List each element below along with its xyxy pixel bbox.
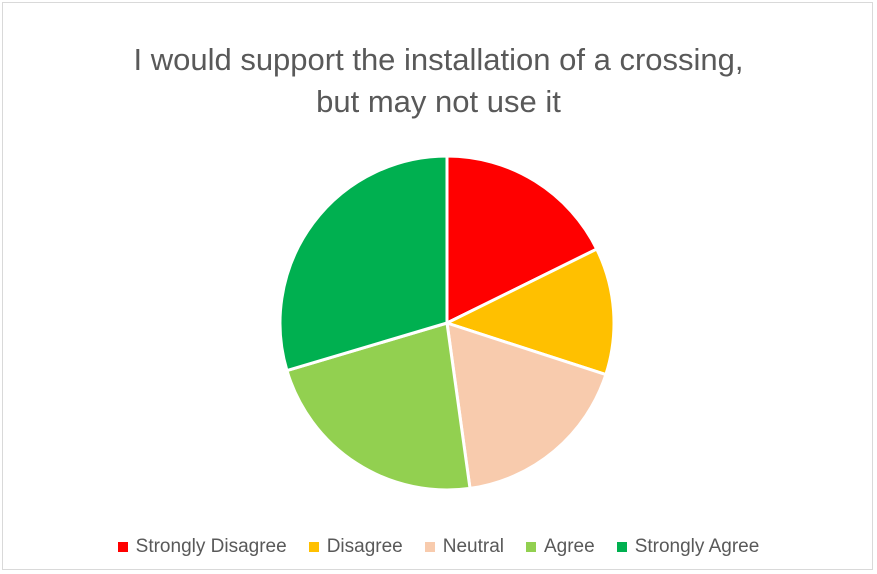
pie-slice-agree [285,321,472,492]
pie-slices [278,154,616,492]
legend: Strongly Disagree Disagree Neutral Agree… [3,535,874,559]
legend-label-neutral: Neutral [442,536,504,557]
chart-title-line-1: I would support the installation of a cr… [133,42,744,77]
legend-item-neutral: Neutral [424,536,504,558]
legend-item-agree: Agree [525,536,595,558]
pie-chart [278,154,616,492]
pie-slice-strongly-disagree [445,154,599,325]
legend-swatch-neutral [424,542,435,552]
legend-label-strongly-agree: Strongly Agree [634,536,760,557]
legend-swatch-agree [525,542,536,552]
legend-swatch-strongly-agree [616,542,627,552]
chart-title-line-2: but may not use it [316,84,561,119]
legend-label-disagree: Disagree [326,536,403,557]
pie-slice-strongly-agree [278,154,449,373]
legend-item-strongly-disagree: Strongly Disagree [117,536,287,558]
legend-item-disagree: Disagree [308,536,403,558]
legend-label-strongly-disagree: Strongly Disagree [135,536,287,557]
chart-title: I would support the installation of a cr… [3,39,874,123]
legend-swatch-disagree [308,542,319,552]
legend-swatch-strongly-disagree [117,542,128,552]
pie-slice-disagree [445,247,616,377]
legend-label-agree: Agree [543,536,595,557]
legend-item-strongly-agree: Strongly Agree [616,536,760,558]
pie-slice-neutral [445,321,608,490]
